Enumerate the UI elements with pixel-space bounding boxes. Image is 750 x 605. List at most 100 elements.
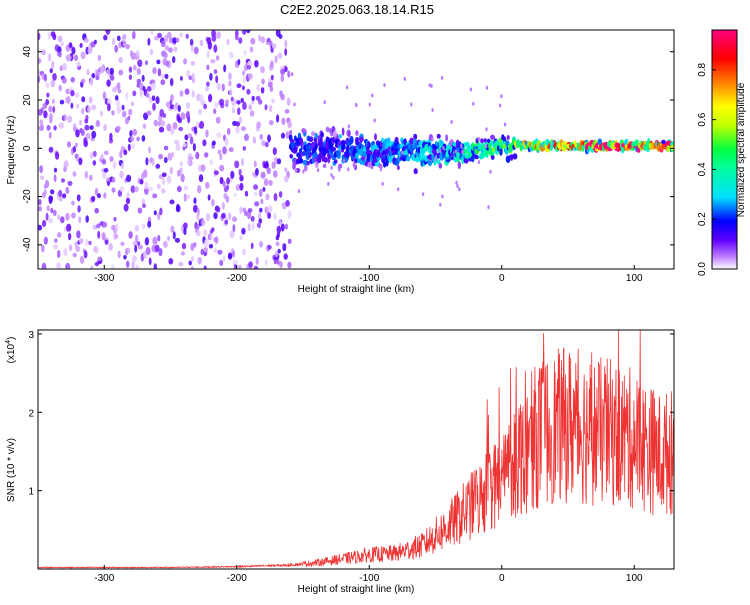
- spectrogram-cell: [60, 216, 65, 224]
- spectrogram-cell: [272, 147, 277, 156]
- spectrogram-cell: [196, 224, 200, 230]
- spectrogram-cell: [359, 136, 364, 142]
- spectrogram-cell: [226, 177, 231, 185]
- y-tick-label: 20: [22, 94, 33, 106]
- spectrogram-cell: [371, 93, 374, 98]
- spectrogram-cell: [56, 232, 62, 238]
- spectrogram-cell: [45, 99, 50, 106]
- spectrogram-cell: [223, 64, 227, 73]
- spectrogram-cell: [163, 145, 169, 151]
- spectrogram-cell: [283, 253, 288, 260]
- spectrogram-cell: [183, 222, 188, 230]
- x-tick-label: -300: [94, 573, 114, 584]
- spectrogram-cell: [485, 127, 488, 132]
- spectrogram-cell: [234, 160, 240, 169]
- spectrogram-cell: [242, 75, 246, 84]
- spectrogram-cell: [462, 148, 467, 156]
- spectrogram-cell: [45, 82, 50, 88]
- spectrogram-cell: [85, 114, 89, 121]
- spectrogram-cell: [128, 231, 133, 239]
- spectrogram-cell: [83, 250, 88, 259]
- spectrogram-cell: [152, 236, 158, 245]
- spectrogram-cell: [175, 143, 181, 151]
- spectrogram-cell: [152, 102, 156, 111]
- spectrogram-cell: [284, 109, 290, 114]
- spectrogram-cell: [499, 148, 503, 156]
- spectrogram-cell: [226, 127, 231, 136]
- spectrogram-cell: [211, 140, 216, 146]
- spectrogram-cell: [280, 223, 285, 232]
- spectrogram-cell: [137, 59, 143, 67]
- spectrogram-cell: [51, 60, 55, 70]
- spectrogram-cell: [228, 80, 232, 87]
- spectrogram-cell: [284, 39, 288, 48]
- spectrogram-cell: [49, 68, 53, 74]
- spectrogram-cell: [270, 60, 274, 68]
- spectrogram-cell: [74, 92, 80, 98]
- spectrogram-cell: [280, 132, 286, 139]
- spectrogram-cell: [169, 199, 175, 205]
- spectrogram-cell: [436, 133, 441, 139]
- spectrogram-cell: [232, 260, 238, 266]
- spectrogram-cell: [430, 83, 433, 88]
- spectrogram-cell: [57, 214, 61, 220]
- spectrogram-cell: [115, 223, 119, 232]
- spectrogram-cell: [480, 138, 484, 144]
- spectrogram-cell: [65, 186, 70, 194]
- spectrogram-cell: [170, 225, 175, 233]
- colorbar-tick-label: 0.6: [697, 112, 708, 126]
- spectrogram-cell: [38, 224, 43, 231]
- spectrogram-cell: [256, 121, 262, 129]
- spectrogram-cell: [332, 175, 335, 180]
- spectrogram-cell: [78, 216, 82, 224]
- spectrogram-cell: [104, 150, 109, 156]
- spectrogram-cell: [183, 227, 187, 236]
- spectrogram-cell: [239, 182, 244, 191]
- spectrogram-cell: [126, 247, 131, 254]
- spectrogram-cell: [402, 150, 408, 156]
- spectrogram-cell: [224, 219, 229, 225]
- spectrogram-cell: [238, 264, 242, 269]
- spectrogram-cell: [150, 82, 156, 90]
- spectrogram-cell: [79, 120, 83, 126]
- spectrogram-cell: [171, 151, 175, 158]
- spectrogram-cell: [242, 30, 247, 35]
- spectrogram-cell: [484, 144, 488, 149]
- spectrogram-cell: [214, 236, 219, 244]
- spectrogram-cell: [99, 65, 105, 74]
- spectrogram-cell: [83, 140, 88, 148]
- spectrogram-cell: [148, 96, 153, 104]
- spectrogram-cell: [213, 212, 218, 220]
- y-tick-label: 3: [28, 330, 34, 341]
- spectrogram-cell: [164, 73, 169, 80]
- spectrogram-cell: [267, 205, 273, 213]
- snr-y-scale: (x104): [5, 337, 17, 364]
- spectrogram-cell: [78, 238, 84, 244]
- spectrogram-cell: [198, 109, 203, 115]
- spectrogram-cell: [72, 252, 77, 258]
- spectrogram-cell: [193, 197, 197, 204]
- spectrogram-cell: [427, 160, 433, 167]
- spectrogram-cell: [155, 163, 161, 169]
- spectrogram-cell: [104, 239, 109, 245]
- spectrogram-cell: [58, 122, 64, 129]
- spectrogram-cell: [250, 37, 256, 45]
- spectrogram-cell: [139, 82, 144, 91]
- spectrogram-cell: [388, 155, 393, 164]
- spectrogram-cell: [53, 244, 58, 250]
- spectrogram-cell: [355, 130, 359, 137]
- spectrogram-cell: [264, 104, 268, 111]
- spectrogram-cell: [205, 213, 211, 222]
- spectrogram-cell: [120, 241, 125, 246]
- spectrogram-cell: [118, 41, 122, 49]
- spectrogram-cell: [75, 142, 78, 148]
- spectrogram-cell: [463, 157, 469, 164]
- spectrogram-cell: [146, 86, 152, 92]
- spectrogram-cell: [330, 173, 333, 177]
- spectrogram-cell: [266, 167, 271, 175]
- spectrogram-cell: [96, 223, 101, 229]
- spectrogram-cell: [102, 170, 107, 179]
- spectrogram-cell: [219, 259, 224, 266]
- spectrogram-x-label: Height of straight line (km): [298, 284, 415, 295]
